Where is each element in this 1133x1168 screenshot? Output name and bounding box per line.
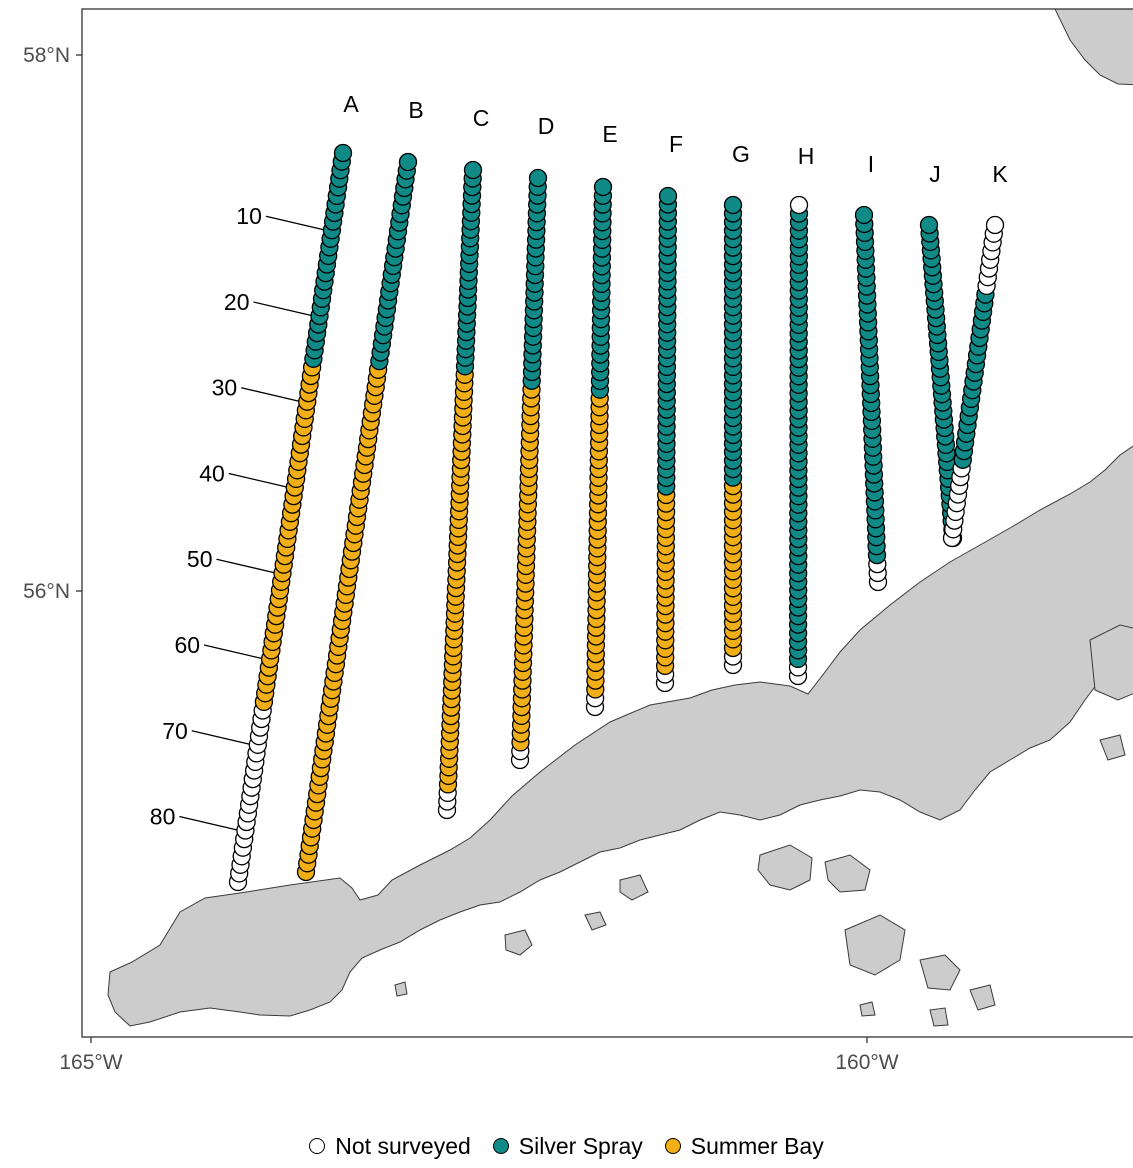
x-axis: 165°W 160°W — [59, 1037, 899, 1074]
transect-label-j: J — [929, 161, 941, 187]
station-leader-line-70 — [191, 730, 252, 746]
station-marker — [854, 205, 874, 225]
station-leader-line-10 — [265, 215, 327, 231]
station-number-70: 70 — [162, 718, 188, 744]
island-chain-2 — [919, 954, 961, 991]
station-marker — [723, 195, 743, 215]
station-layer — [228, 143, 1005, 892]
land-layer — [107, 9, 1133, 1027]
station-leader-line-30 — [241, 387, 302, 403]
station-number-60: 60 — [175, 632, 201, 658]
y-tick-label-56n: 56°N — [23, 580, 70, 603]
station-number-40: 40 — [199, 461, 225, 487]
transect-k — [942, 215, 1005, 548]
transect-label-f: F — [669, 131, 683, 157]
transect-h — [788, 195, 809, 686]
station-marker — [463, 160, 483, 180]
legend-item-not-surveyed: Not surveyed — [309, 1133, 471, 1160]
x-tick-label-165w: 165°W — [59, 1051, 122, 1074]
transect-i — [854, 205, 888, 592]
station-number-20: 20 — [224, 289, 250, 315]
plot-panel-border — [81, 8, 1133, 1038]
station-number-labels: 10 20 30 40 50 60 70 80 — [150, 203, 262, 829]
transect-label-d: D — [538, 113, 555, 139]
island-chain-4 — [929, 1007, 949, 1027]
station-marker — [658, 186, 678, 206]
transect-label-b: B — [408, 97, 423, 123]
station-marker — [593, 177, 613, 197]
transect-label-c: C — [473, 105, 490, 131]
peninsula-mainland — [107, 445, 1133, 1027]
station-marker — [398, 152, 418, 172]
legend-label-silver-spray: Silver Spray — [518, 1132, 643, 1159]
northeast-landmass — [1054, 9, 1133, 86]
transect-c — [437, 160, 483, 820]
legend-swatch-not-surveyed — [309, 1138, 326, 1154]
island-small-2 — [584, 911, 607, 931]
transect-label-a: A — [343, 91, 359, 117]
station-number-50: 50 — [187, 546, 213, 572]
legend-swatch-summer-bay — [664, 1138, 681, 1154]
transect-labels: A B C D E F G H I J K — [343, 91, 1008, 187]
station-leader-lines — [179, 215, 327, 832]
legend-label-summer-bay: Summer Bay — [690, 1132, 824, 1159]
island-chain-1 — [844, 914, 906, 976]
station-number-10: 10 — [236, 203, 262, 229]
legend: Not surveyed Silver Spray Summer Bay — [0, 1128, 1133, 1164]
transect-f — [655, 186, 678, 693]
transect-label-h: H — [798, 143, 815, 169]
bay-island-2 — [824, 854, 871, 893]
south-islet-2 — [859, 1001, 876, 1017]
station-marker — [919, 215, 939, 235]
station-marker — [333, 143, 353, 163]
station-leader-line-40 — [228, 472, 289, 489]
station-marker — [528, 168, 548, 188]
transect-g — [723, 195, 743, 675]
legend-label-not-surveyed: Not surveyed — [335, 1132, 471, 1159]
east-island-2 — [1099, 734, 1126, 761]
x-tick-label-160w: 160°W — [835, 1051, 898, 1074]
legend-item-silver-spray: Silver Spray — [492, 1132, 643, 1160]
transect-label-k: K — [992, 161, 1008, 187]
station-marker — [985, 215, 1005, 235]
south-islet-1 — [394, 981, 408, 997]
bay-island-1 — [757, 844, 813, 891]
station-marker — [789, 195, 809, 215]
station-number-30: 30 — [212, 375, 238, 401]
transect-e — [585, 177, 613, 717]
transect-label-g: G — [732, 141, 750, 167]
station-number-80: 80 — [150, 804, 176, 830]
y-tick-label-58n: 58°N — [23, 44, 70, 67]
island-small-1 — [504, 929, 533, 956]
transect-b — [296, 152, 418, 882]
east-island-1 — [1089, 624, 1133, 701]
station-leader-line-80 — [179, 815, 240, 832]
station-leader-line-50 — [216, 558, 277, 574]
station-leader-line-20 — [253, 301, 314, 317]
legend-item-summer-bay: Summer Bay — [664, 1132, 824, 1160]
island-small-3 — [619, 874, 649, 901]
station-leader-line-60 — [203, 644, 265, 660]
island-chain-3 — [969, 984, 996, 1011]
transect-label-i: I — [868, 151, 874, 177]
transect-a — [228, 143, 353, 892]
legend-swatch-silver-spray — [492, 1138, 509, 1154]
y-axis: 58°N 56°N — [23, 44, 82, 603]
transect-d — [510, 168, 548, 770]
transect-label-e: E — [602, 121, 617, 147]
